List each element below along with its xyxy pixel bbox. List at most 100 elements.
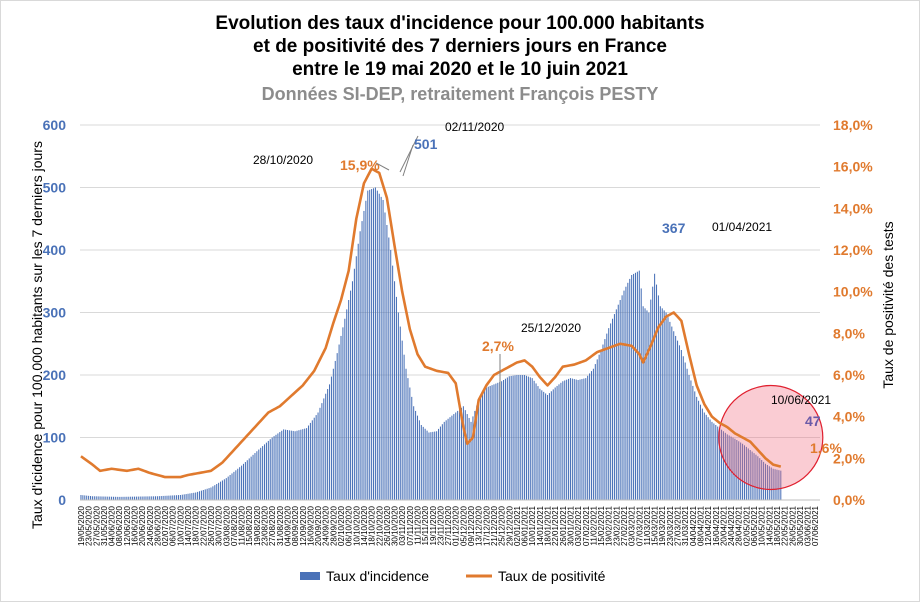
incidence-bar <box>520 375 522 500</box>
incidence-bar <box>747 448 749 500</box>
x-tick-label: 04/06/2020 <box>108 505 117 546</box>
x-tick-label: 03/11/2020 <box>398 505 407 545</box>
x-tick-label: 08/04/2021 <box>696 505 705 546</box>
incidence-bar <box>212 486 214 500</box>
incidence-bar <box>418 420 420 500</box>
incidence-bar <box>258 449 260 500</box>
incidence-bar <box>426 430 428 500</box>
x-tick-label: 19/02/2021 <box>605 505 614 546</box>
incidence-bar <box>703 412 705 500</box>
incidence-bar <box>489 385 491 500</box>
incidence-bar <box>307 425 310 500</box>
y-right-axis-title: Taux de positivité des tests <box>880 221 896 388</box>
incidence-bar <box>766 465 768 500</box>
x-tick-label: 14/07/2020 <box>184 505 193 546</box>
x-tick-label: 22/01/2021 <box>551 505 560 546</box>
incidence-bar <box>235 470 237 500</box>
incidence-bar <box>667 317 669 500</box>
x-tick-label: 21/12/2020 <box>490 505 499 546</box>
incidence-bar <box>621 295 623 500</box>
incidence-bar <box>711 421 713 500</box>
incidence-bar <box>130 496 132 500</box>
incidence-bar <box>103 496 105 500</box>
x-tick-label: 20/06/2020 <box>138 505 147 546</box>
x-tick-label: 06/10/2020 <box>345 505 354 546</box>
x-tick-label: 22/07/2020 <box>199 505 208 546</box>
y-right-tick-label: 0,0% <box>833 492 865 508</box>
incidence-bar <box>371 189 373 500</box>
incidence-bar <box>657 295 659 500</box>
incidence-bar <box>348 300 350 500</box>
incidence-bar <box>330 376 332 500</box>
incidence-bar <box>155 496 157 500</box>
incidence-bar <box>365 200 367 500</box>
x-tick-label: 24/04/2021 <box>727 505 736 546</box>
x-tick-label: 03/03/2021 <box>628 505 637 546</box>
incidence-bar <box>564 380 566 500</box>
incidence-bar <box>267 440 269 500</box>
x-tick-label: 15/08/2020 <box>245 505 254 546</box>
incidence-bar <box>306 428 308 500</box>
incidence-bar <box>112 496 114 500</box>
incidence-bar <box>543 391 545 500</box>
incidence-bar <box>619 300 621 500</box>
incidence-bar <box>116 496 118 500</box>
incidence-bar <box>749 450 751 500</box>
incidence-bar <box>185 494 187 500</box>
x-tick-label: 15/02/2021 <box>597 505 606 546</box>
x-tick-label: 02/07/2020 <box>161 505 170 546</box>
incidence-bar <box>200 490 202 500</box>
incidence-bar <box>439 426 441 500</box>
incidence-bar <box>688 375 690 500</box>
incidence-bar <box>223 479 225 500</box>
incidence-bar <box>678 345 680 500</box>
incidence-bar <box>776 469 778 500</box>
incidence-bar <box>99 496 101 500</box>
incidence-bar <box>141 496 143 500</box>
x-tick-label: 12/09/2020 <box>299 505 308 546</box>
incidence-bar <box>550 391 552 500</box>
incidence-bar <box>122 496 124 500</box>
incidence-bar <box>181 494 183 500</box>
x-tick-label: 26/07/2020 <box>207 505 216 546</box>
x-tick-label: 19/05/2020 <box>77 505 86 546</box>
incidence-bar <box>745 446 747 500</box>
incidence-bar <box>430 432 432 500</box>
incidence-bar <box>554 387 556 500</box>
positivity-line <box>80 167 782 479</box>
incidence-bar <box>334 360 336 500</box>
incidence-bar <box>317 412 319 500</box>
incidence-bar <box>405 368 407 500</box>
y-right-tick-label: 18,0% <box>833 117 873 133</box>
incidence-bar <box>336 353 338 500</box>
incidence-bar <box>638 270 640 500</box>
incidence-bar <box>275 434 277 500</box>
incidence-bar <box>545 393 547 500</box>
incidence-bar <box>111 496 113 500</box>
incidence-bar <box>145 496 147 500</box>
incidence-bar <box>546 395 549 500</box>
incidence-bar <box>271 437 273 500</box>
incidence-bar <box>457 410 459 500</box>
incidence-bar <box>153 496 155 500</box>
incidence-bar <box>338 344 340 500</box>
incidence-bar <box>606 333 608 500</box>
incidence-bar <box>114 496 116 500</box>
incidence-bar <box>101 496 103 500</box>
incidence-bar <box>139 496 141 500</box>
x-tick-label: 03/08/2020 <box>222 505 231 546</box>
incidence-bar <box>411 396 413 500</box>
legend-label-positivity: Taux de positivité <box>498 568 606 584</box>
incidence-bar <box>86 495 88 500</box>
incidence-bar <box>277 433 279 500</box>
incidence-bar <box>327 389 329 500</box>
incidence-bar <box>598 354 600 500</box>
y-right-tick-label: 16,0% <box>833 159 873 175</box>
x-tick-label: 29/12/2020 <box>505 505 514 546</box>
incidence-bar <box>233 471 235 500</box>
x-tick-label: 13/12/2020 <box>475 505 484 546</box>
incidence-bar <box>380 196 382 500</box>
incidence-bar <box>241 465 243 500</box>
incidence-bar <box>671 326 673 500</box>
